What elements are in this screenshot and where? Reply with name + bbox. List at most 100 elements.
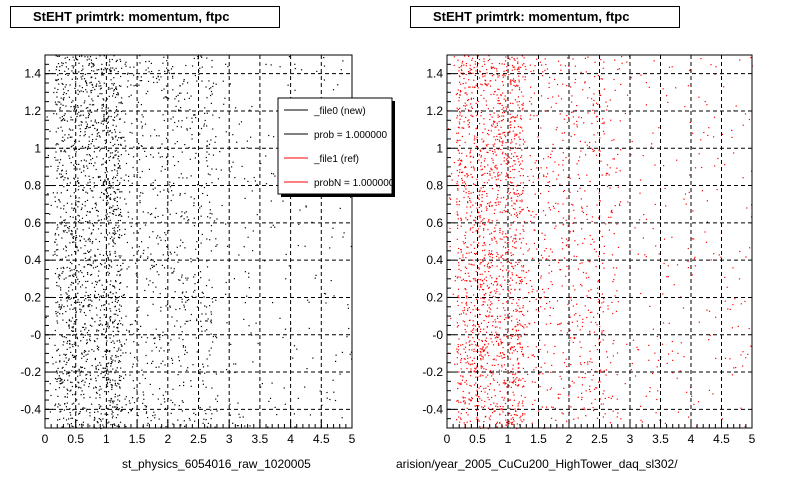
data-point	[587, 309, 589, 311]
data-point	[461, 152, 463, 154]
data-point	[188, 299, 190, 301]
data-point	[199, 407, 201, 409]
data-point	[96, 330, 98, 332]
data-point	[68, 324, 70, 326]
data-point	[56, 104, 58, 106]
data-point	[201, 66, 203, 68]
data-point	[102, 304, 105, 306]
data-point	[485, 340, 487, 342]
data-point	[72, 144, 74, 146]
data-point	[118, 361, 120, 363]
data-point	[200, 325, 202, 328]
data-point	[501, 104, 503, 107]
data-point	[101, 264, 103, 266]
data-point	[123, 294, 125, 296]
data-point	[113, 69, 115, 71]
data-point	[593, 388, 596, 390]
data-point	[468, 122, 471, 124]
data-point	[72, 216, 74, 218]
data-point	[592, 406, 594, 409]
data-point	[163, 97, 165, 99]
data-point	[610, 362, 612, 364]
data-point	[109, 197, 111, 199]
data-point	[477, 197, 479, 199]
data-point	[581, 262, 583, 264]
data-point	[138, 306, 140, 308]
data-point	[133, 85, 135, 87]
data-point	[198, 73, 200, 75]
data-point	[115, 233, 117, 235]
data-point	[584, 81, 586, 83]
data-point	[649, 391, 651, 393]
data-point	[181, 215, 183, 217]
data-point	[493, 112, 495, 114]
data-point	[497, 342, 499, 344]
data-point	[93, 286, 96, 288]
data-point	[81, 87, 83, 89]
data-point	[619, 149, 622, 151]
data-point	[478, 289, 481, 291]
data-point	[78, 281, 80, 283]
data-point	[191, 138, 193, 140]
data-point	[591, 122, 593, 125]
data-point	[120, 379, 122, 382]
data-point	[77, 105, 79, 107]
data-point	[470, 68, 473, 71]
data-point	[474, 217, 477, 219]
data-point	[537, 136, 539, 138]
data-point	[492, 254, 494, 256]
data-point	[61, 426, 63, 428]
data-point	[500, 137, 502, 139]
data-point	[493, 145, 495, 147]
data-point	[99, 253, 101, 255]
data-point	[211, 66, 213, 68]
data-point	[292, 357, 294, 359]
data-point	[493, 74, 495, 76]
data-point	[89, 415, 91, 417]
data-point	[585, 390, 587, 392]
data-point	[599, 137, 601, 139]
data-point	[76, 59, 79, 61]
data-point	[595, 321, 597, 324]
data-point	[80, 286, 82, 288]
data-point	[144, 123, 147, 125]
data-point	[511, 421, 513, 423]
data-point	[180, 126, 182, 128]
data-point	[644, 254, 646, 256]
data-point	[510, 214, 512, 216]
data-point	[166, 137, 168, 139]
data-point	[178, 356, 180, 358]
data-point	[487, 393, 489, 395]
data-point	[493, 121, 495, 123]
data-point	[171, 272, 173, 274]
data-point	[510, 117, 512, 119]
data-point	[169, 213, 171, 215]
data-point	[518, 261, 520, 263]
data-point	[109, 404, 111, 406]
data-point	[482, 219, 484, 221]
data-point	[586, 174, 588, 176]
data-point	[129, 402, 131, 404]
data-point	[174, 404, 176, 406]
data-point	[155, 328, 157, 330]
data-point	[562, 242, 564, 244]
data-point	[460, 401, 462, 403]
data-point	[662, 322, 665, 324]
data-point	[475, 253, 477, 255]
data-point	[495, 204, 497, 206]
data-point	[489, 266, 491, 268]
data-point	[192, 364, 194, 366]
data-point	[449, 246, 451, 248]
data-point	[516, 214, 519, 216]
data-point	[510, 79, 512, 81]
data-point	[480, 374, 482, 376]
data-point	[557, 324, 559, 326]
data-point	[183, 306, 185, 308]
data-point	[618, 203, 621, 205]
data-point	[463, 307, 465, 309]
data-point	[202, 380, 204, 382]
data-point	[465, 192, 467, 194]
data-point	[199, 67, 201, 69]
data-point	[512, 418, 515, 420]
data-point	[487, 164, 489, 166]
